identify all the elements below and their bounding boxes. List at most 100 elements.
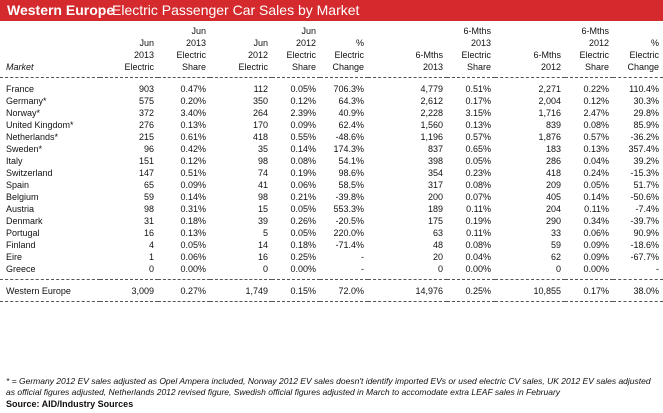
table-row: Austria 98 0.31% 15 0.05% 553.3% 189 0.11% 204 0.… — [0, 203, 663, 215]
table-cell: 54.1% — [338, 156, 364, 166]
total-cell: 0.25% — [465, 286, 491, 296]
table-cell: 0 — [555, 264, 561, 274]
table-cell: 0.05% — [290, 228, 316, 238]
table-cell: 0.08% — [465, 180, 491, 190]
table-cell: 31 — [143, 216, 154, 226]
table-cell: 286 — [545, 156, 561, 166]
column-header — [210, 25, 272, 37]
table-cell: 0.05% — [290, 204, 316, 214]
table-cell: 41 — [257, 180, 268, 190]
table-cell: 0.07% — [465, 192, 491, 202]
table-cell: -18.6% — [630, 240, 659, 250]
table-cell: 0.12% — [180, 156, 206, 166]
table-cell: 1,716 — [538, 108, 561, 118]
table-end-divider — [0, 297, 663, 302]
column-header: % — [650, 38, 659, 48]
table-cell: 0.25% — [290, 252, 316, 262]
market-name: Denmark — [6, 216, 43, 226]
market-name: Austria — [6, 204, 35, 214]
table-cell: 204 — [545, 204, 561, 214]
table-cell: 209 — [545, 180, 561, 190]
table-cell: 0.21% — [290, 192, 316, 202]
column-header: 6-Mths — [533, 50, 561, 60]
column-header — [0, 49, 100, 61]
column-header — [320, 25, 368, 37]
total-cell: 14,976 — [415, 286, 443, 296]
market-name: Sweden* — [6, 144, 43, 154]
table-cell: 0.19% — [290, 168, 316, 178]
column-header: 6-Mths — [463, 26, 491, 36]
header-row: 2013 Electric 2012 Electric Electric 6-Mths El… — [0, 49, 663, 61]
table-cell: 65 — [143, 180, 154, 190]
table-row: Spain 65 0.09% 41 0.06% 58.5% 317 0.08% 209 0.05%… — [0, 179, 663, 191]
table-cell: 405 — [545, 192, 561, 202]
market-name: Italy — [6, 156, 23, 166]
column-header: Market — [6, 62, 34, 72]
total-cell: 1,749 — [245, 286, 268, 296]
table-cell: 0.06% — [180, 252, 206, 262]
table-cell: 0.13% — [180, 228, 206, 238]
table-cell: 0.06% — [290, 180, 316, 190]
table-cell: 29.8% — [633, 108, 659, 118]
market-name: Belgium — [6, 192, 39, 202]
table-cell: 0.13% — [180, 120, 206, 130]
table-cell: 63 — [432, 228, 443, 238]
source-credit: Source: AID/Industry Sources — [6, 399, 134, 409]
table-cell: 0 — [262, 264, 268, 274]
table-cell: 0.24% — [583, 168, 609, 178]
table-row: Netherlands* 215 0.61% 418 0.55% -48.6% 1,196 0… — [0, 131, 663, 143]
table-cell: 39.2% — [633, 156, 659, 166]
column-header: Electric — [579, 50, 609, 60]
column-header: Jun — [301, 26, 316, 36]
table-cell: 2,271 — [538, 84, 561, 94]
table-cell: 33 — [550, 228, 561, 238]
table-cell: 1,196 — [420, 132, 443, 142]
table-row: Belgium 59 0.14% 98 0.21% -39.8% 200 0.07% 405 0.… — [0, 191, 663, 203]
market-name: Eire — [6, 252, 23, 262]
table-cell: 575 — [138, 96, 154, 106]
table-cell: 276 — [138, 120, 154, 130]
column-header: 2012 — [295, 38, 316, 48]
table-cell: -7.4% — [635, 204, 659, 214]
column-header: 2012 — [588, 38, 609, 48]
table-cell: 62 — [550, 252, 561, 262]
table-cell: 39 — [257, 216, 268, 226]
table-cell: 175 — [427, 216, 443, 226]
table-cell: 0.09% — [583, 240, 609, 250]
table-cell: 2,228 — [420, 108, 443, 118]
table-cell: 290 — [545, 216, 561, 226]
market-name: Portugal — [6, 228, 40, 238]
column-header: 2012 — [540, 62, 561, 72]
market-name: France — [6, 84, 35, 94]
table-cell: 200 — [427, 192, 443, 202]
table-cell: -36.2% — [630, 132, 659, 142]
table-cell: 0.55% — [290, 132, 316, 142]
table-cell: 0.57% — [583, 132, 609, 142]
table-cell: 2.39% — [290, 108, 316, 118]
table-cell: 0.18% — [180, 216, 206, 226]
report-banner: Western Europe Electric Passenger Car Sa… — [0, 0, 663, 21]
table-cell: 30.3% — [633, 96, 659, 106]
market-name: Spain — [6, 180, 30, 190]
column-header — [0, 37, 100, 49]
table-cell: 0 — [437, 264, 443, 274]
table-cell: 0.04% — [583, 156, 609, 166]
table-cell: 0.61% — [180, 132, 206, 142]
column-header — [100, 25, 158, 37]
table-cell: 0.11% — [584, 204, 609, 214]
table-cell: 553.3% — [333, 204, 364, 214]
table-cell: 0.12% — [583, 96, 609, 106]
table-body: France 903 0.47% 112 0.05% 706.3% 4,779 0.51% 2,… — [0, 78, 663, 302]
table-cell: 837 — [427, 144, 443, 154]
header-row: Jun 2013 Jun 2012% 2013 2012% — [0, 37, 663, 49]
table-cell: 0.05% — [583, 180, 609, 190]
table-cell: 0.26% — [290, 216, 316, 226]
column-header: Electric — [334, 50, 364, 60]
table-cell: 16 — [143, 228, 154, 238]
table-cell: 98.6% — [338, 168, 364, 178]
table-cell: 354 — [427, 168, 443, 178]
table-cell: 0.51% — [465, 84, 491, 94]
total-row: Western Europe 3,009 0.27% 1,749 0.15% 72.0% 1… — [0, 285, 663, 297]
header-row: Jun Jun 6-Mths 6-Mths — [0, 25, 663, 37]
table-row: Eire 1 0.06% 16 0.25% - 20 0.04% 62 0.09% -67.7% — [0, 251, 663, 263]
